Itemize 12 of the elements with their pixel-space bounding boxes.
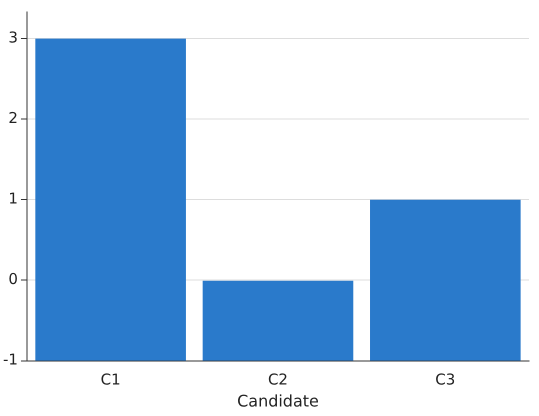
bar [35, 38, 186, 361]
y-tick-label: -1 [2, 350, 18, 369]
x-axis-title: Candidate [237, 392, 319, 411]
bar [370, 200, 521, 361]
x-tick-label: C2 [268, 370, 288, 389]
y-tick-label: 2 [8, 109, 18, 128]
y-tick-label: 0 [8, 270, 18, 288]
y-tick-label: 1 [8, 190, 18, 208]
y-tick-label: 3 [8, 28, 18, 46]
bar [202, 280, 354, 361]
x-tick-label: C3 [435, 370, 456, 389]
x-tick-label: C1 [100, 370, 121, 389]
